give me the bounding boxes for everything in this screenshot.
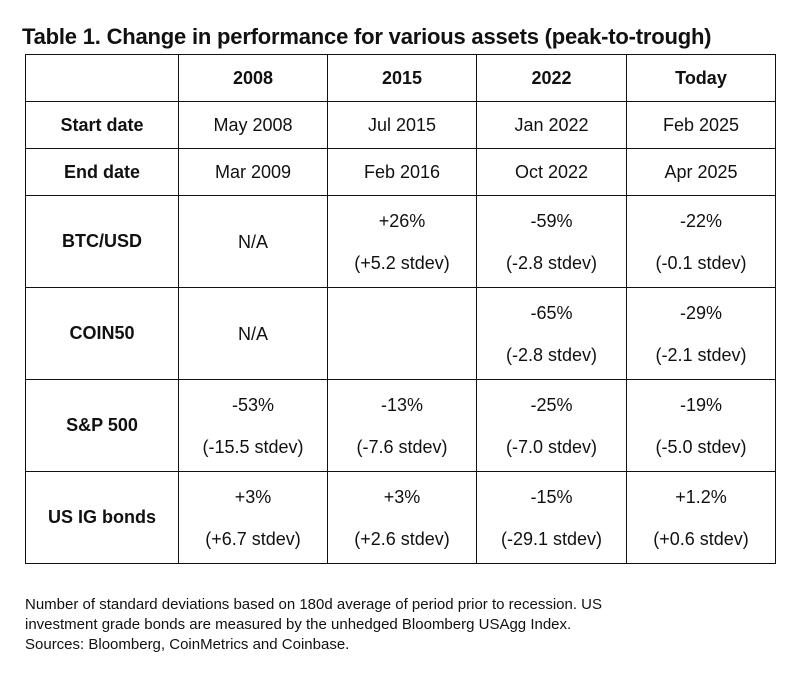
- table-cell: Jul 2015: [327, 101, 477, 149]
- cell-value: Oct 2022: [514, 162, 589, 182]
- table-cell: Jan 2022: [476, 101, 627, 149]
- row-label: US IG bonds: [25, 471, 179, 564]
- cell-value: May 2008: [213, 115, 293, 135]
- cell-value: -15%: [530, 486, 573, 507]
- table-cell: -59% (-2.8 stdev): [476, 195, 627, 288]
- table-cell: Oct 2022: [476, 148, 627, 196]
- table-row: COIN50 N/A -65% (-2.8 stdev) -29% (-2.1 stdev…: [25, 287, 776, 380]
- cell-value: -19%: [679, 394, 723, 415]
- header-row: 2008 2015 2022 Today: [25, 54, 776, 102]
- cell-value: N/A: [237, 231, 268, 252]
- cell-stdev: (-2.8 stdev): [505, 252, 598, 273]
- cell-value: -13%: [380, 394, 424, 415]
- cell-value: Feb 2025: [662, 115, 740, 135]
- cell-stdev: (+5.2 stdev): [354, 252, 450, 273]
- cell-value: +1.2%: [675, 486, 727, 507]
- row-label: End date: [25, 148, 179, 196]
- cell-stdev: (+2.6 stdev): [354, 528, 450, 549]
- table-cell: +1.2% (+0.6 stdev): [626, 471, 776, 564]
- table-cell: -13% (-7.6 stdev): [327, 379, 477, 472]
- cell-value: Feb 2016: [363, 162, 441, 182]
- table-cell: [327, 287, 477, 380]
- cell-stdev: (-29.1 stdev): [500, 528, 603, 549]
- table-cell: -53% (-15.5 stdev): [178, 379, 328, 472]
- table-cell: -19% (-5.0 stdev): [626, 379, 776, 472]
- table-cell: -15% (-29.1 stdev): [476, 471, 627, 564]
- table-cell: May 2008: [178, 101, 328, 149]
- table-cell: N/A: [178, 195, 328, 288]
- table-cell: -65% (-2.8 stdev): [476, 287, 627, 380]
- row-label: COIN50: [25, 287, 179, 380]
- cell-value: Apr 2025: [664, 162, 738, 182]
- cell-value: Mar 2009: [214, 162, 292, 182]
- table-cell: -29% (-2.1 stdev): [626, 287, 776, 380]
- table-cell: N/A: [178, 287, 328, 380]
- table-cell: Feb 2016: [327, 148, 477, 196]
- cell-value: -29%: [679, 302, 723, 323]
- table-cell: +3% (+6.7 stdev): [178, 471, 328, 564]
- cell-value: Jan 2022: [514, 115, 589, 135]
- table-cell: Feb 2025: [626, 101, 776, 149]
- table-row: End date Mar 2009 Feb 2016 Oct 2022 Apr 2025: [25, 148, 776, 196]
- cell-stdev: (+0.6 stdev): [653, 528, 749, 549]
- table-cell: +3% (+2.6 stdev): [327, 471, 477, 564]
- column-header: Today: [626, 54, 776, 102]
- cell-stdev: (+6.7 stdev): [205, 528, 301, 549]
- table-cell: Apr 2025: [626, 148, 776, 196]
- cell-value: -53%: [231, 394, 275, 415]
- cell-stdev: (-5.0 stdev): [655, 436, 747, 457]
- row-label: S&P 500: [25, 379, 179, 472]
- cell-stdev: (-0.1 stdev): [655, 252, 747, 273]
- cell-value: +3%: [234, 486, 272, 507]
- cell-stdev: (-7.0 stdev): [505, 436, 598, 457]
- table-row: S&P 500 -53% (-15.5 stdev) -13% (-7.6 stdev)…: [25, 379, 776, 472]
- cell-stdev: (-7.6 stdev): [356, 436, 448, 457]
- table-cell: Mar 2009: [178, 148, 328, 196]
- cell-value: Jul 2015: [367, 115, 437, 135]
- footnote: Number of standard deviations based on 1…: [25, 596, 603, 653]
- cell-value: N/A: [237, 323, 268, 344]
- cell-value: -65%: [530, 302, 573, 323]
- table-cell: -22% (-0.1 stdev): [626, 195, 776, 288]
- column-header: 2022: [476, 54, 627, 102]
- table-cell: +26% (+5.2 stdev): [327, 195, 477, 288]
- performance-table: 2008 2015 2022 Today Start date May 2008 Jul …: [25, 54, 776, 564]
- cell-stdev: (-2.8 stdev): [505, 344, 598, 365]
- table-row: US IG bonds +3% (+6.7 stdev) +3% (+2.6 stdev…: [25, 471, 776, 564]
- column-header: 2015: [327, 54, 477, 102]
- table-cell: -25% (-7.0 stdev): [476, 379, 627, 472]
- cell-value: +3%: [383, 486, 421, 507]
- cell-value: -59%: [530, 210, 573, 231]
- corner-cell: [25, 54, 179, 102]
- column-header: 2008: [178, 54, 328, 102]
- table-title: Table 1. Change in performance for vario…: [22, 24, 712, 49]
- cell-stdev: (-2.1 stdev): [655, 344, 747, 365]
- cell-value: -22%: [679, 210, 723, 231]
- table-row: BTC/USD N/A +26% (+5.2 stdev) -59% (-2.8 stde…: [25, 195, 776, 288]
- row-label: BTC/USD: [25, 195, 179, 288]
- row-label: Start date: [25, 101, 179, 149]
- cell-value: -25%: [530, 394, 573, 415]
- table-row: Start date May 2008 Jul 2015 Jan 2022 Feb 20…: [25, 101, 776, 149]
- cell-stdev: (-15.5 stdev): [202, 436, 304, 457]
- cell-value: +26%: [378, 210, 426, 231]
